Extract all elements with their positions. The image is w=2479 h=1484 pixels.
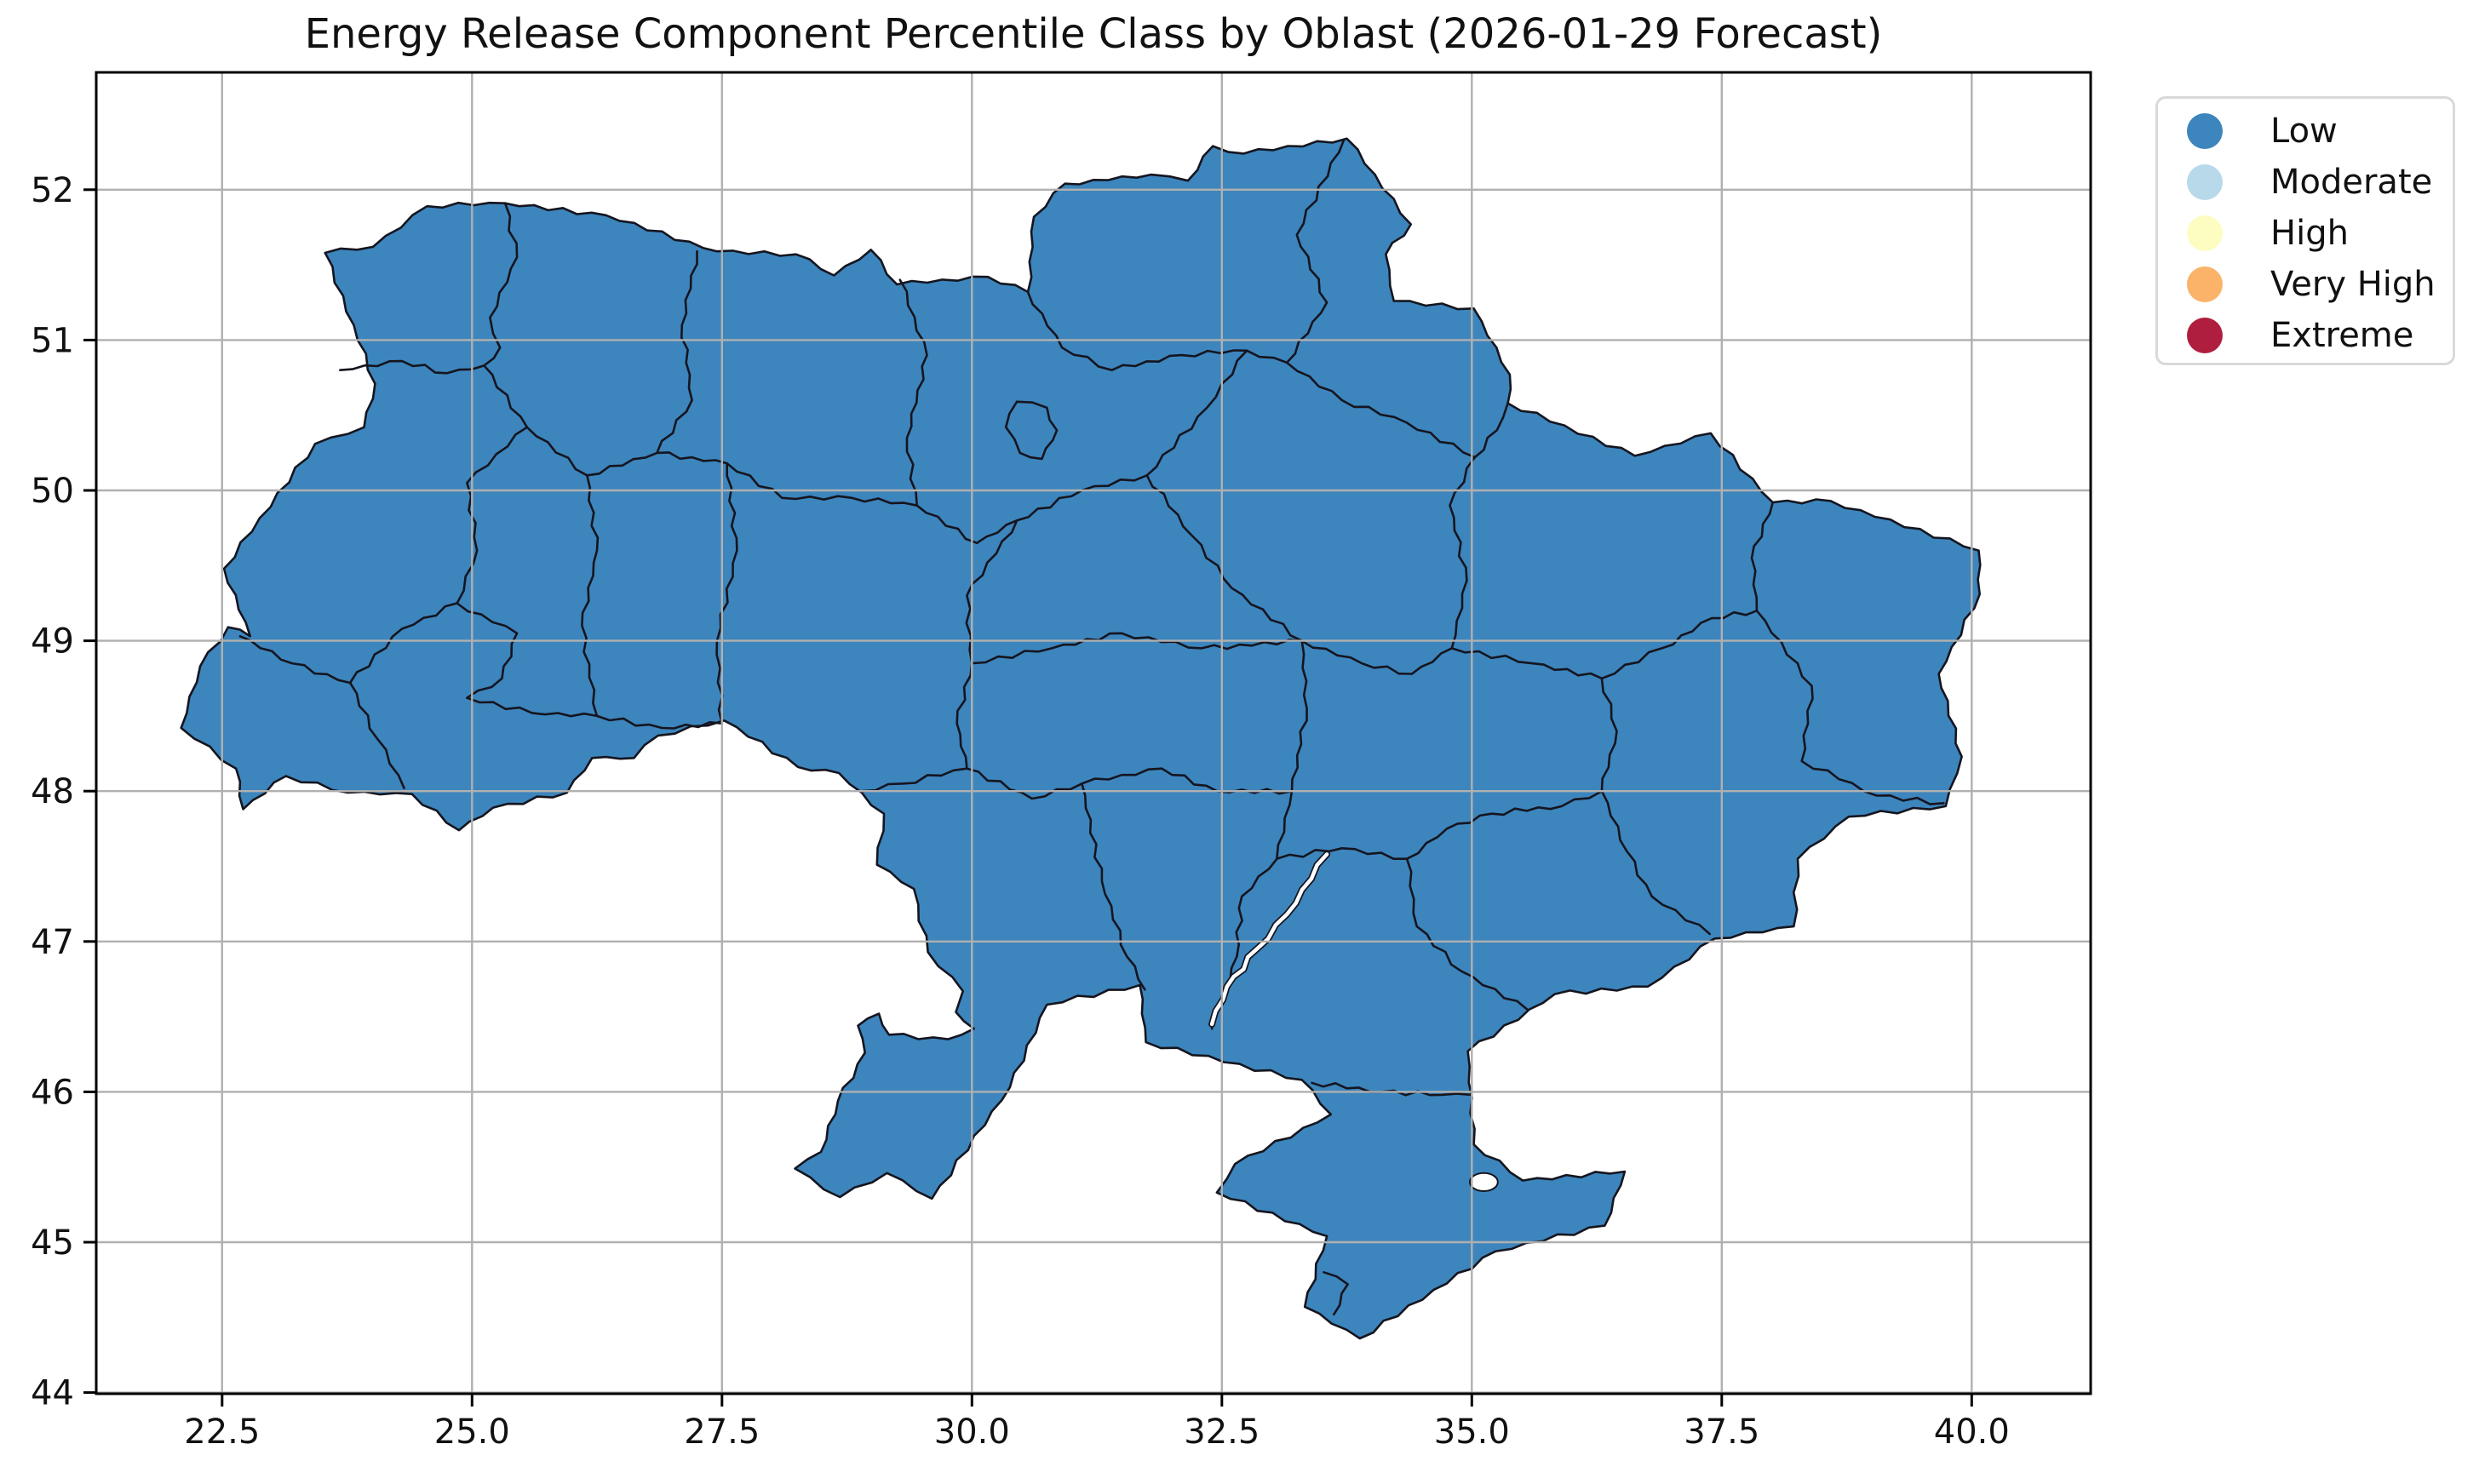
oblast-boundary-chernihiv-sumy (1285, 139, 1346, 364)
oblast-boundary-kirovohrad-dnipropetrovsk (1290, 639, 1308, 793)
oblast-boundary-cherkasy-kirovohrad (971, 632, 1303, 665)
oblast-boundary-volyn-rivne (483, 202, 519, 367)
oblast-boundary-odesa-mykolaiv (1081, 782, 1146, 991)
y-tick-label-46: 46 (31, 1073, 74, 1112)
x-tick-label-25: 25.0 (434, 1412, 510, 1452)
oblast-boundary-kherson-zaporizhzhia (1405, 857, 1529, 1011)
legend-label: Very High (2270, 265, 2436, 304)
legend-label: High (2270, 214, 2349, 253)
oblast-boundary-dnipropetrovsk-zaporizhzhia (1405, 789, 1604, 860)
x-tick-label-37.5: 37.5 (1684, 1412, 1759, 1452)
oblast-boundary-kharkiv-luhansk (1750, 501, 1774, 612)
oblast-boundary-kherson-dnipropetrovsk (1276, 847, 1409, 860)
legend-swatch-moderate (2187, 164, 2223, 200)
oblast-boundary-zhytomyr-south (656, 451, 918, 507)
oblast-boundary-vinnytsia-kirovohrad (955, 662, 973, 770)
legend: Low Moderate High Very High Extreme (2155, 96, 2455, 365)
x-tick-label-22.5: 22.5 (184, 1412, 260, 1452)
y-tick-label-44: 44 (31, 1374, 74, 1413)
legend-swatch-low (2187, 113, 2223, 149)
oblast-boundary-ternopil-ivano-frankivsk (456, 602, 519, 699)
legend-swatch-very-high (2187, 266, 2223, 302)
oblast-boundary-chernihiv-poltava (1245, 349, 1288, 364)
oblast-boundary-kyiv-chernihiv (1026, 290, 1248, 371)
legend-item-moderate: Moderate (2158, 157, 2453, 208)
oblast-boundary-ternopil-khmelnytskyi (581, 474, 600, 718)
y-tick-label-50: 50 (31, 472, 74, 511)
oblast-boundary-zaporizhzhia-donetsk (1600, 789, 1711, 936)
oblast-boundary-mykolaiv-dnipropetrovsk (1276, 789, 1294, 860)
x-tick-label-27.5: 27.5 (684, 1412, 760, 1452)
legend-item-low: Low (2158, 106, 2453, 157)
legend-item-extreme: Extreme (2158, 310, 2453, 361)
oblast-boundary-dnipropetrovsk-donetsk (1600, 677, 1618, 793)
oblast-boundary-kyiv-poltava (1145, 349, 1248, 477)
oblast-boundary-poltava-dnipropetrovsk (1300, 639, 1454, 675)
y-tick-label-45: 45 (31, 1223, 74, 1263)
x-tick-label-30: 30.0 (934, 1412, 1010, 1452)
y-tick-label-49: 49 (31, 622, 74, 662)
oblast-boundary-cherkasy-poltava-dnipro-river (1145, 474, 1303, 642)
legend-label: Low (2270, 112, 2338, 151)
ukraine-outline (180, 137, 1982, 1340)
legend-label: Extreme (2270, 316, 2414, 355)
x-tick-label-35: 35.0 (1434, 1412, 1510, 1452)
oblast-boundary-dnipropetrovsk-kharkiv (1450, 647, 1604, 680)
oblast-boundary-crimea-sevastopol (1323, 1271, 1349, 1316)
oblast-boundary-rivne-zhytomyr (586, 249, 698, 477)
oblast-boundary-zakarpattia-ridge (238, 635, 405, 789)
oblast-boundary-poltava-kharkiv (1449, 456, 1477, 650)
x-tick-label-40: 40.0 (1934, 1412, 2010, 1452)
plot-area-border (95, 71, 2092, 1395)
oblast-boundary-kyiv-cherkasy (915, 474, 1149, 545)
crimea-lake (1468, 1172, 1499, 1192)
oblast-boundary-kharkiv-donetsk (1600, 610, 1759, 680)
y-tick-label-52: 52 (31, 171, 74, 210)
dnipro-lower-river (1209, 852, 1329, 1027)
oblast-boundary-zhytomyr-kyiv (898, 278, 928, 507)
legend-item-very-high: Very High (2158, 259, 2453, 310)
oblast-boundary-lviv-ivano-frankivsk (348, 602, 458, 685)
legend-label: Moderate (2270, 163, 2433, 202)
legend-swatch-extreme (2187, 318, 2223, 353)
x-tick-label-32.5: 32.5 (1184, 1412, 1260, 1452)
chart-title: Energy Release Component Percentile Clas… (304, 10, 1883, 58)
oblast-boundary-volyn-lviv (339, 359, 485, 375)
oblast-boundary-sumy-kharkiv (1473, 402, 1509, 459)
y-tick-label-47: 47 (31, 923, 74, 962)
oblast-boundary-poltava-sumy (1285, 361, 1477, 459)
oblast-boundary-kyiv-city (1004, 400, 1059, 461)
y-tick-label-51: 51 (31, 321, 74, 360)
legend-swatch-high (2187, 215, 2223, 251)
y-tick-label-48: 48 (31, 772, 74, 811)
legend-item-high: High (2158, 208, 2453, 259)
oblast-boundary-lviv-ternopil (456, 426, 529, 604)
oblast-boundary-vinnytsia-odesa (860, 767, 968, 793)
oblast-boundary-donetsk-luhansk (1755, 610, 1945, 805)
oblast-boundary-khmelnytskyi-vinnytsia (715, 461, 738, 725)
